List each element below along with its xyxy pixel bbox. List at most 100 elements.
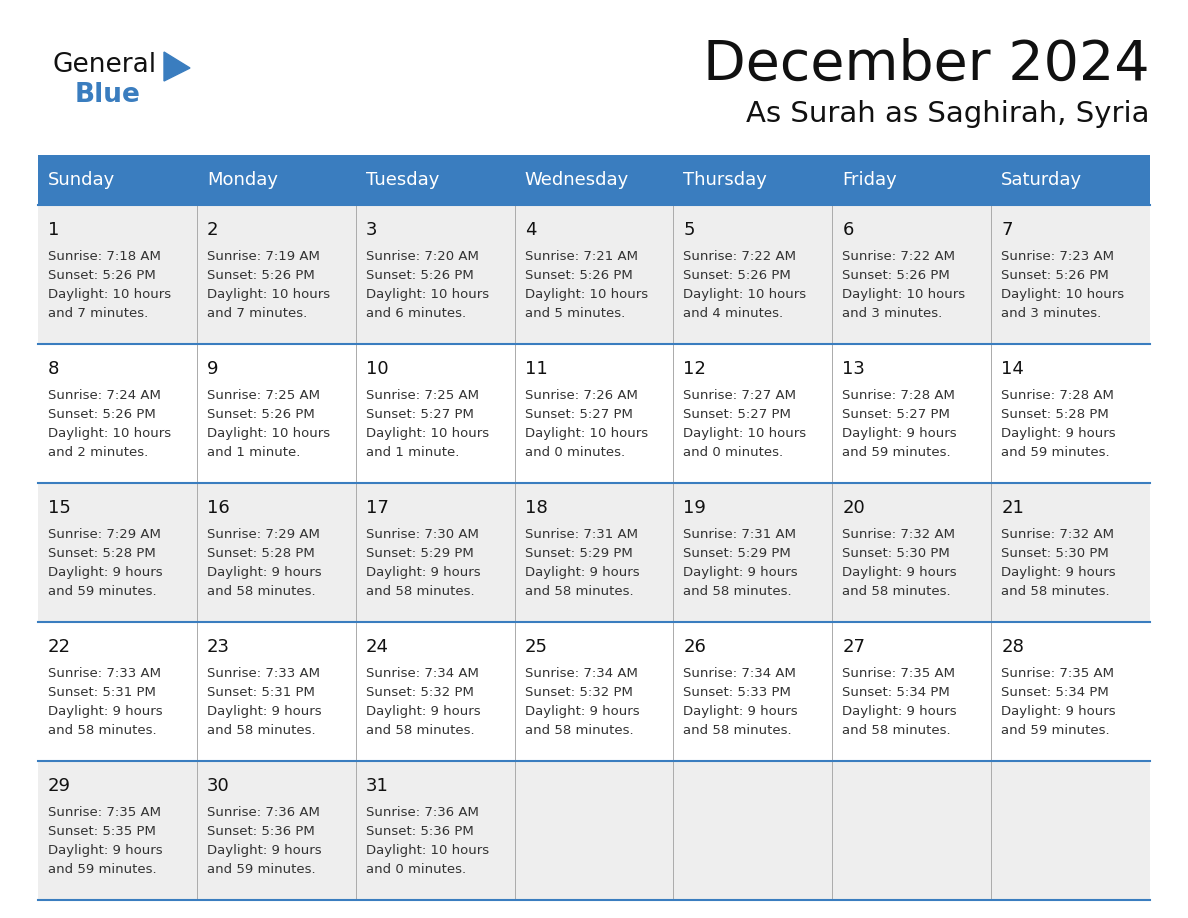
Text: 14: 14	[1001, 360, 1024, 378]
Text: and 59 minutes.: and 59 minutes.	[48, 585, 157, 598]
Text: and 3 minutes.: and 3 minutes.	[1001, 307, 1101, 320]
Text: Sunday: Sunday	[48, 171, 115, 189]
Text: 21: 21	[1001, 499, 1024, 517]
Text: Sunset: 5:27 PM: Sunset: 5:27 PM	[366, 408, 474, 421]
Text: Daylight: 9 hours: Daylight: 9 hours	[366, 566, 480, 579]
Text: Sunrise: 7:20 AM: Sunrise: 7:20 AM	[366, 250, 479, 263]
Text: Sunset: 5:34 PM: Sunset: 5:34 PM	[842, 686, 950, 699]
Bar	[197, 155, 355, 205]
Text: December 2024: December 2024	[703, 38, 1150, 92]
Text: Sunset: 5:34 PM: Sunset: 5:34 PM	[1001, 686, 1108, 699]
Text: Sunset: 5:26 PM: Sunset: 5:26 PM	[1001, 269, 1108, 282]
Text: Daylight: 9 hours: Daylight: 9 hours	[842, 705, 956, 718]
Text: Daylight: 10 hours: Daylight: 10 hours	[525, 427, 647, 440]
Text: 7: 7	[1001, 221, 1012, 239]
Text: 25: 25	[525, 638, 548, 656]
Text: Daylight: 9 hours: Daylight: 9 hours	[366, 705, 480, 718]
Text: 9: 9	[207, 360, 219, 378]
Text: and 58 minutes.: and 58 minutes.	[207, 724, 316, 737]
Text: Blue: Blue	[75, 82, 141, 108]
Text: Daylight: 9 hours: Daylight: 9 hours	[1001, 705, 1116, 718]
Text: 16: 16	[207, 499, 229, 517]
Text: and 7 minutes.: and 7 minutes.	[207, 307, 308, 320]
Text: Thursday: Thursday	[683, 171, 767, 189]
Text: Sunrise: 7:24 AM: Sunrise: 7:24 AM	[48, 389, 160, 402]
Bar	[833, 155, 991, 205]
Polygon shape	[164, 52, 190, 81]
Text: Sunset: 5:28 PM: Sunset: 5:28 PM	[1001, 408, 1108, 421]
Text: 15: 15	[48, 499, 71, 517]
Text: Sunset: 5:33 PM: Sunset: 5:33 PM	[683, 686, 791, 699]
Text: Sunrise: 7:34 AM: Sunrise: 7:34 AM	[366, 667, 479, 680]
Text: Sunset: 5:26 PM: Sunset: 5:26 PM	[207, 269, 315, 282]
Text: Sunrise: 7:28 AM: Sunrise: 7:28 AM	[842, 389, 955, 402]
Text: Sunrise: 7:29 AM: Sunrise: 7:29 AM	[207, 528, 320, 541]
Text: and 2 minutes.: and 2 minutes.	[48, 446, 148, 459]
Text: Sunrise: 7:31 AM: Sunrise: 7:31 AM	[525, 528, 638, 541]
Text: Sunrise: 7:32 AM: Sunrise: 7:32 AM	[1001, 528, 1114, 541]
Text: Sunrise: 7:36 AM: Sunrise: 7:36 AM	[366, 806, 479, 819]
Text: Monday: Monday	[207, 171, 278, 189]
Text: 1: 1	[48, 221, 59, 239]
Text: Sunset: 5:32 PM: Sunset: 5:32 PM	[525, 686, 632, 699]
Text: 27: 27	[842, 638, 865, 656]
Text: and 58 minutes.: and 58 minutes.	[207, 585, 316, 598]
Text: Daylight: 10 hours: Daylight: 10 hours	[683, 427, 807, 440]
Text: Friday: Friday	[842, 171, 897, 189]
Text: and 59 minutes.: and 59 minutes.	[48, 863, 157, 876]
Text: 6: 6	[842, 221, 854, 239]
Text: Daylight: 10 hours: Daylight: 10 hours	[48, 288, 171, 301]
Text: Sunset: 5:36 PM: Sunset: 5:36 PM	[366, 825, 474, 838]
Text: 4: 4	[525, 221, 536, 239]
Text: 28: 28	[1001, 638, 1024, 656]
Text: Daylight: 10 hours: Daylight: 10 hours	[207, 427, 330, 440]
Text: 13: 13	[842, 360, 865, 378]
Text: and 58 minutes.: and 58 minutes.	[525, 585, 633, 598]
Text: Sunset: 5:30 PM: Sunset: 5:30 PM	[842, 547, 950, 560]
Text: 29: 29	[48, 777, 71, 795]
Text: and 1 minute.: and 1 minute.	[366, 446, 459, 459]
Text: and 58 minutes.: and 58 minutes.	[842, 724, 950, 737]
Text: Daylight: 10 hours: Daylight: 10 hours	[366, 844, 488, 857]
Text: Sunset: 5:29 PM: Sunset: 5:29 PM	[683, 547, 791, 560]
Text: Daylight: 9 hours: Daylight: 9 hours	[48, 566, 163, 579]
Text: Daylight: 9 hours: Daylight: 9 hours	[1001, 427, 1116, 440]
Text: Saturday: Saturday	[1001, 171, 1082, 189]
Text: Sunset: 5:32 PM: Sunset: 5:32 PM	[366, 686, 474, 699]
Text: Daylight: 10 hours: Daylight: 10 hours	[683, 288, 807, 301]
Text: Sunrise: 7:22 AM: Sunrise: 7:22 AM	[683, 250, 796, 263]
Text: As Surah as Saghirah, Syria: As Surah as Saghirah, Syria	[746, 100, 1150, 128]
Bar	[514, 155, 674, 205]
Text: 3: 3	[366, 221, 378, 239]
Text: and 5 minutes.: and 5 minutes.	[525, 307, 625, 320]
Text: Sunset: 5:28 PM: Sunset: 5:28 PM	[48, 547, 156, 560]
Text: Daylight: 9 hours: Daylight: 9 hours	[207, 844, 322, 857]
Text: 26: 26	[683, 638, 707, 656]
Text: and 58 minutes.: and 58 minutes.	[366, 724, 474, 737]
Text: Sunset: 5:26 PM: Sunset: 5:26 PM	[683, 269, 791, 282]
Text: and 58 minutes.: and 58 minutes.	[366, 585, 474, 598]
Text: Daylight: 9 hours: Daylight: 9 hours	[48, 705, 163, 718]
Text: and 58 minutes.: and 58 minutes.	[683, 585, 792, 598]
Text: and 59 minutes.: and 59 minutes.	[842, 446, 950, 459]
Text: Daylight: 10 hours: Daylight: 10 hours	[366, 288, 488, 301]
Text: Sunset: 5:27 PM: Sunset: 5:27 PM	[842, 408, 950, 421]
Text: 10: 10	[366, 360, 388, 378]
Text: Sunset: 5:26 PM: Sunset: 5:26 PM	[525, 269, 632, 282]
Text: Sunrise: 7:25 AM: Sunrise: 7:25 AM	[366, 389, 479, 402]
Text: Daylight: 9 hours: Daylight: 9 hours	[207, 705, 322, 718]
Text: Sunset: 5:27 PM: Sunset: 5:27 PM	[683, 408, 791, 421]
Bar	[38, 761, 1150, 900]
Text: Sunrise: 7:22 AM: Sunrise: 7:22 AM	[842, 250, 955, 263]
Bar	[38, 344, 1150, 483]
Text: Sunset: 5:26 PM: Sunset: 5:26 PM	[48, 408, 156, 421]
Text: Daylight: 10 hours: Daylight: 10 hours	[1001, 288, 1124, 301]
Text: Daylight: 9 hours: Daylight: 9 hours	[842, 566, 956, 579]
Text: Daylight: 10 hours: Daylight: 10 hours	[48, 427, 171, 440]
Bar	[38, 205, 1150, 344]
Text: and 58 minutes.: and 58 minutes.	[1001, 585, 1110, 598]
Text: Sunrise: 7:31 AM: Sunrise: 7:31 AM	[683, 528, 796, 541]
Text: Sunset: 5:30 PM: Sunset: 5:30 PM	[1001, 547, 1108, 560]
Text: Sunset: 5:26 PM: Sunset: 5:26 PM	[207, 408, 315, 421]
Text: Daylight: 9 hours: Daylight: 9 hours	[1001, 566, 1116, 579]
